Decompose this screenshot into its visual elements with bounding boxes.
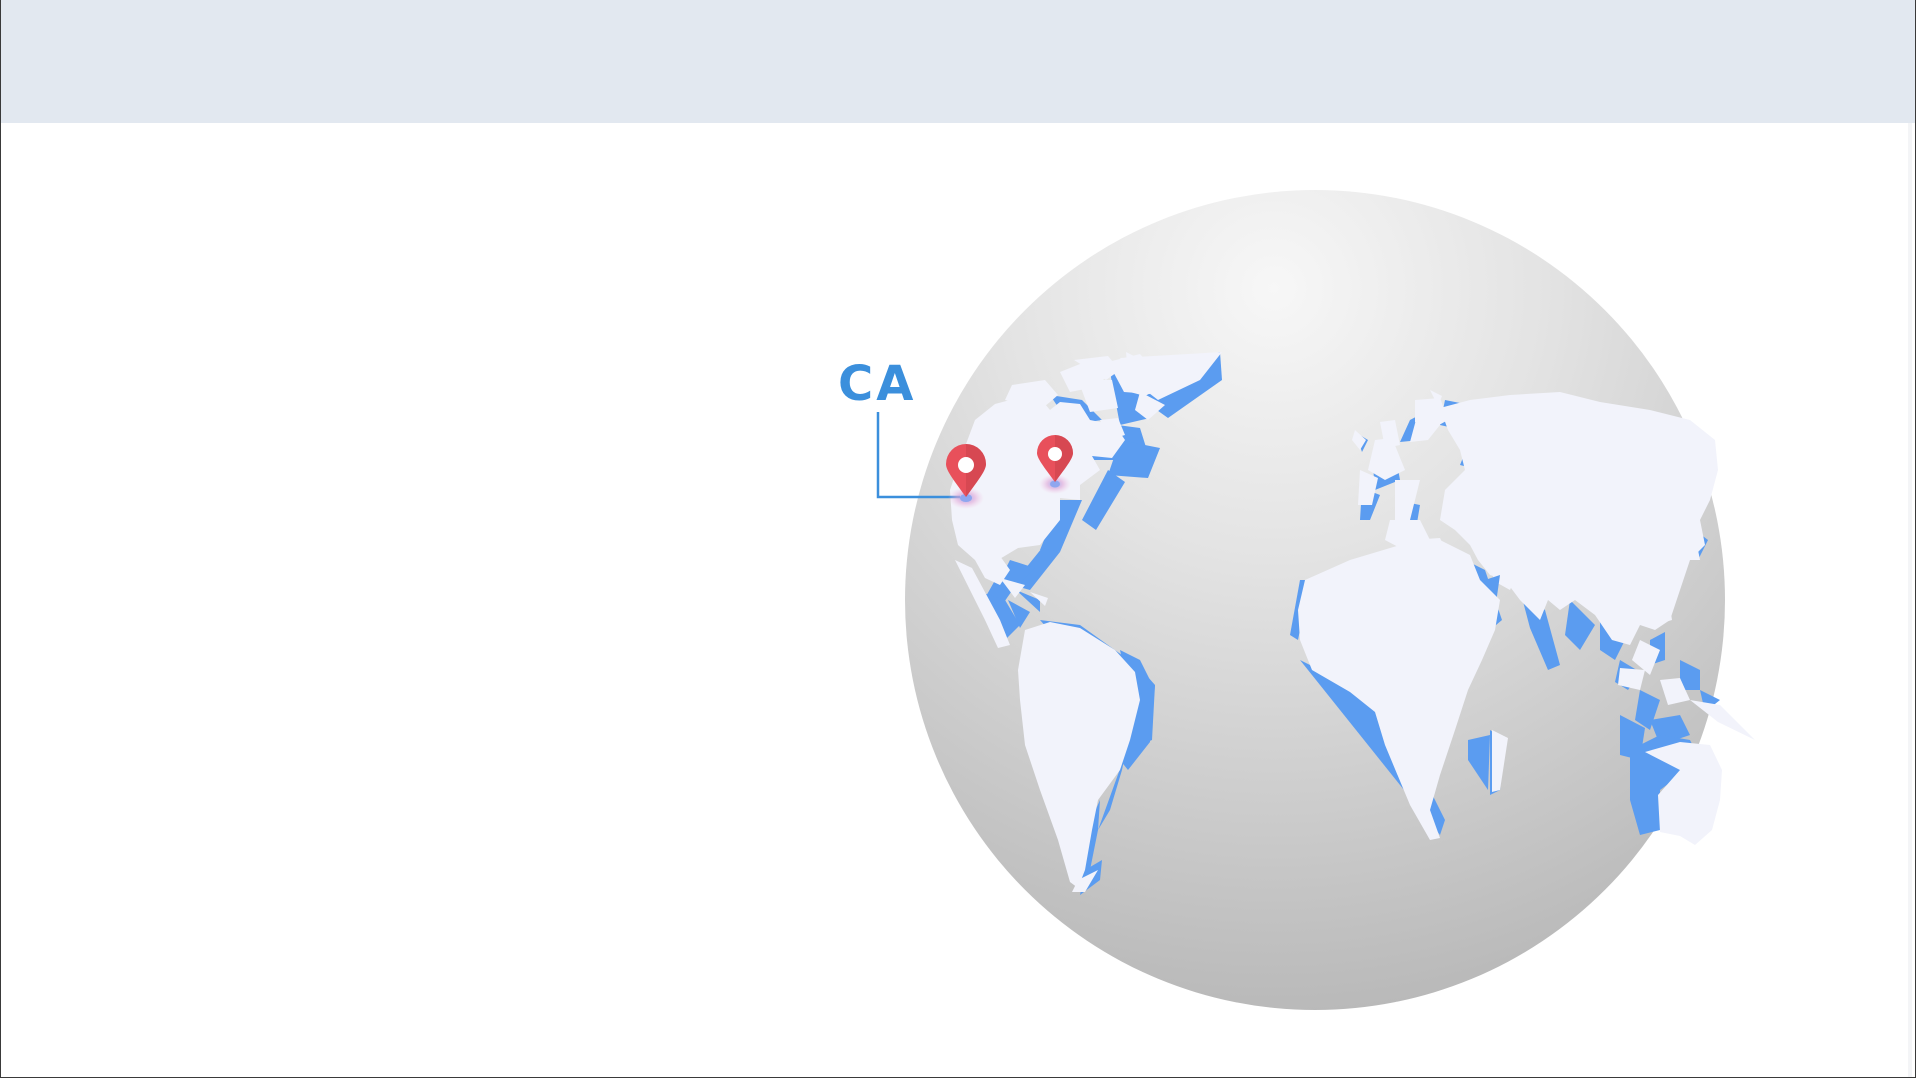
location-pin-icon[interactable] xyxy=(946,444,986,509)
australia xyxy=(1630,735,1722,845)
africa xyxy=(1290,540,1508,840)
region-label-ca: CA xyxy=(838,356,916,412)
south-america xyxy=(1018,620,1155,895)
location-pin-icon[interactable] xyxy=(1037,435,1073,494)
callout-leader-line xyxy=(876,412,960,499)
north-america xyxy=(950,352,1222,648)
header-bar xyxy=(1,0,1915,123)
scroll-gutter xyxy=(1908,123,1912,1077)
